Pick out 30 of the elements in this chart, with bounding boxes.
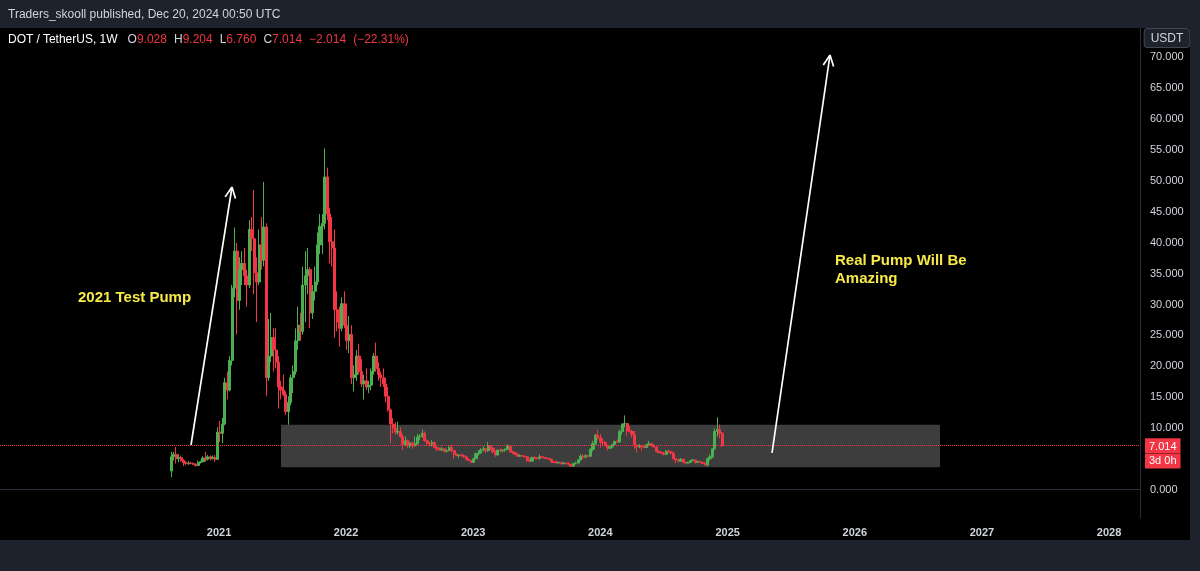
x-tick-label: 2028 (1096, 525, 1122, 538)
y-tick-label: 60.000 (1150, 112, 1184, 125)
y-tick-label: 15.000 (1150, 390, 1184, 403)
x-tick-label: 2022 (333, 525, 359, 538)
x-tick-label: 2023 (460, 525, 486, 538)
x-tick-label: 2024 (588, 525, 614, 538)
y-tick-label: 40.000 (1150, 235, 1184, 248)
ref-line-label: 7.014 (1149, 439, 1177, 452)
y-tick-label: 25.000 (1150, 328, 1184, 341)
annotation: Real Pump Will Be Amazing (835, 251, 968, 287)
y-axis-title: USDT (1150, 31, 1184, 45)
y-tick-label: 45.000 (1150, 204, 1184, 217)
x-tick-label: 2025 (715, 525, 740, 538)
y-tick-label: 65.000 (1150, 81, 1184, 94)
y-tick-label: 20.000 (1150, 359, 1184, 372)
x-tick-label: 2027 (969, 525, 995, 538)
annotation: 2021 Test Pump (78, 288, 193, 306)
y-tick-label: 10.000 (1150, 421, 1184, 434)
y-tick-label: 55.000 (1150, 143, 1184, 156)
y-tick-label: 70.000 (1150, 50, 1184, 63)
x-tick-label: 2026 (842, 525, 868, 538)
y-tick-label: 50.000 (1150, 174, 1184, 187)
chart-title: DOT / TetherUS, 1W (8, 31, 118, 48)
text: O9.028 H9.204 L6.760 C7.014 −2.014 (−22.31%) (127, 32, 409, 46)
x-tick-label: 2021 (206, 525, 232, 538)
text: 3d 0h (1149, 454, 1177, 467)
y-tick-label: 30.000 (1150, 297, 1184, 310)
text: Traders_skooll published, Dec 20, 2024 00:50 UTC (8, 6, 281, 23)
y-tick-label: 0.000 (1150, 482, 1178, 495)
y-tick-label: 35.000 (1150, 266, 1184, 279)
